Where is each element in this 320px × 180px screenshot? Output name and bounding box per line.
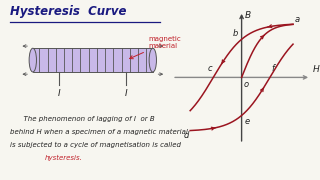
Text: The phenomenon of lagging of I  or B: The phenomenon of lagging of I or B: [10, 116, 154, 122]
Text: d: d: [183, 131, 189, 140]
Bar: [33, 48, 153, 72]
Text: a: a: [294, 15, 300, 24]
Ellipse shape: [29, 48, 36, 72]
Text: is subjected to a cycle of magnetisation is called: is subjected to a cycle of magnetisation…: [10, 142, 180, 148]
Ellipse shape: [149, 48, 156, 72]
Text: hysteresis.: hysteresis.: [45, 155, 83, 161]
Text: magnetic
material: magnetic material: [130, 36, 181, 59]
Text: Hysteresis  Curve: Hysteresis Curve: [10, 5, 126, 18]
Text: o: o: [244, 80, 249, 89]
Text: H: H: [312, 65, 319, 74]
Text: I: I: [125, 89, 127, 98]
Text: b: b: [233, 29, 238, 38]
Text: c: c: [207, 64, 212, 73]
Text: B: B: [245, 11, 251, 20]
Text: f: f: [271, 64, 274, 73]
Text: e: e: [245, 117, 250, 126]
Text: I: I: [58, 89, 61, 98]
Text: behind H when a specimen of a magnetic material: behind H when a specimen of a magnetic m…: [10, 129, 188, 135]
